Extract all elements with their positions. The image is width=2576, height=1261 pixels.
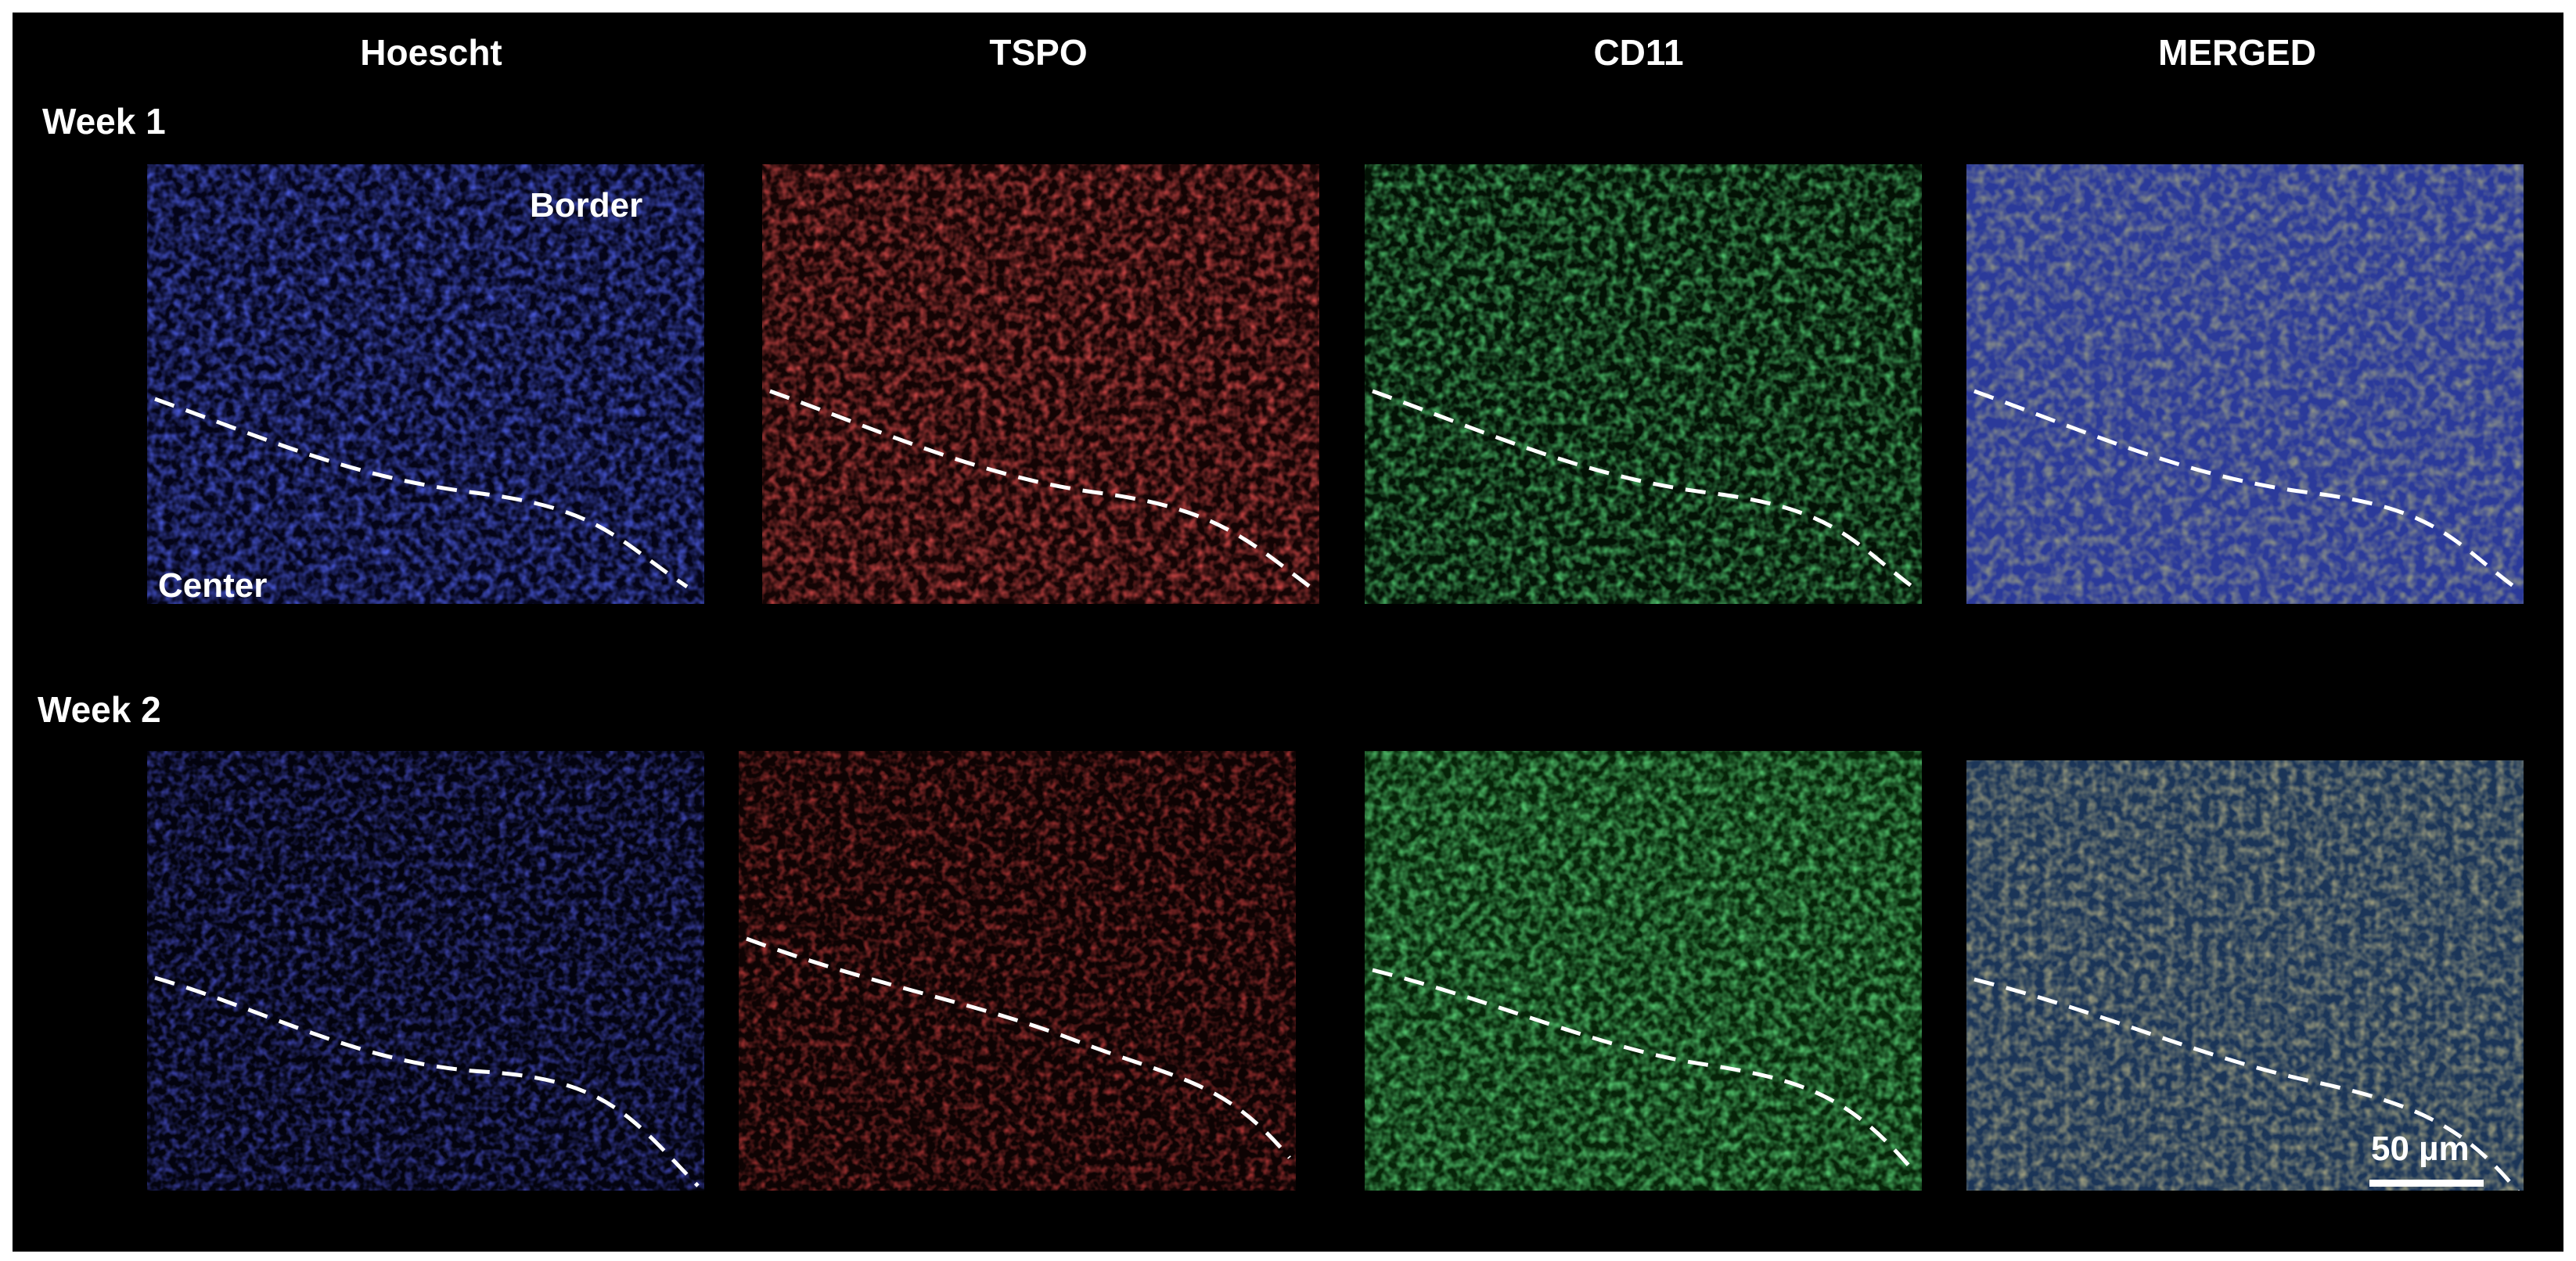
micrograph-cd11-week1 bbox=[1365, 164, 1922, 604]
boundary-line bbox=[1973, 977, 2520, 1191]
micrograph-hoescht-week2 bbox=[147, 751, 704, 1191]
boundary-line bbox=[746, 936, 1291, 1159]
panel-week2-cd11 bbox=[1365, 751, 1922, 1191]
scale-bar-label: 50 µm bbox=[2371, 1130, 2470, 1168]
boundary-line bbox=[154, 397, 689, 589]
micrograph-cd11-week2 bbox=[1365, 751, 1922, 1191]
column-header-merged: MERGED bbox=[2158, 32, 2316, 73]
micrograph-tspo-week2 bbox=[739, 751, 1296, 1191]
panel-week2-merged bbox=[1966, 760, 2524, 1191]
boundary-line bbox=[154, 975, 700, 1187]
panel-week2-tspo bbox=[739, 751, 1296, 1191]
column-header-cd11: CD11 bbox=[1593, 32, 1684, 73]
panel-week1-cd11 bbox=[1365, 164, 1922, 604]
row-header-week-1: Week 1 bbox=[42, 101, 166, 142]
boundary-line bbox=[1372, 968, 1917, 1175]
boundary-line bbox=[1973, 389, 2516, 588]
region-label-border: Border bbox=[530, 186, 643, 225]
row-header-week-2: Week 2 bbox=[38, 689, 161, 730]
boundary-line bbox=[769, 389, 1311, 588]
panel-week1-hoescht bbox=[147, 164, 704, 604]
micrograph-merged-week1 bbox=[1966, 164, 2524, 604]
boundary-line bbox=[1372, 389, 1914, 588]
column-header-tspo: TSPO bbox=[989, 32, 1088, 73]
micrograph-tspo-week1 bbox=[762, 164, 1319, 604]
panel-week1-merged bbox=[1966, 164, 2524, 604]
panel-week2-hoescht bbox=[147, 751, 704, 1191]
scale-bar bbox=[2369, 1180, 2484, 1187]
column-header-hoescht: Hoescht bbox=[360, 32, 502, 73]
region-label-center: Center bbox=[158, 566, 268, 605]
panel-week1-tspo bbox=[762, 164, 1319, 604]
micrograph-hoescht-week1 bbox=[147, 164, 704, 604]
micrograph-merged-week2 bbox=[1966, 760, 2524, 1191]
figure-canvas: Hoescht TSPO CD11 MERGED Week 1 Week 2 B… bbox=[13, 13, 2563, 1252]
